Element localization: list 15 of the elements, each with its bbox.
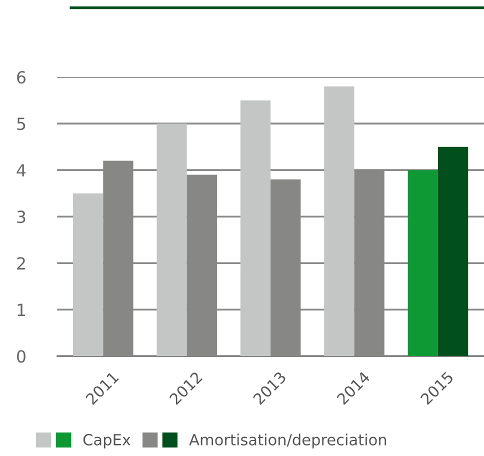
bar (240, 100, 271, 356)
legend-label: Amortisation/depreciation (189, 434, 386, 448)
bar (408, 170, 438, 356)
y-tick-label: 4 (16, 164, 26, 176)
y-tick-label: 0 (17, 350, 26, 363)
bar (438, 146, 468, 356)
y-tick-label: 5 (17, 118, 26, 130)
bar (324, 86, 354, 356)
bar (73, 193, 104, 356)
y-tick-label: 1 (18, 304, 26, 316)
y-tick-label: 2 (17, 257, 25, 270)
y-tick-label: 3 (17, 210, 26, 224)
y-tick-label: 6 (17, 71, 26, 84)
legend-label: CapEx (83, 434, 130, 448)
bar (156, 124, 187, 356)
